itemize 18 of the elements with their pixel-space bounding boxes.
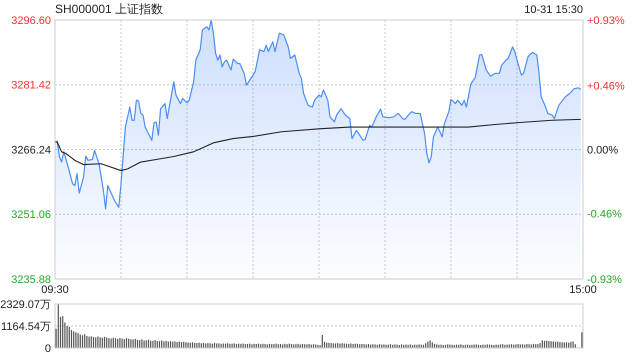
y-tick-label: 0 [44,342,51,355]
y2-tick-label: +0.46% [587,80,625,92]
text: 10-31 15:30 [524,4,583,16]
y-tick-label: 3266.24 [11,144,51,156]
y-tick-label: 2329.07万 [0,298,51,311]
x-tick-label: 09:30 [41,284,69,296]
line-series [54,118,582,172]
y-tick-label: 3235.88 [11,274,51,286]
y-tick-label: 3281.42 [11,80,51,92]
y-tick-label: 3251.06 [11,209,51,222]
y2-tick-label: +0.93% [587,14,625,27]
y-tick-label: 3296.60 [11,14,51,27]
chart-title: SH000001 上证指数 [55,2,164,16]
x-tick-label: 15:00 [569,284,597,296]
y2-tick-label: 0.00% [587,144,618,156]
y2-tick-label: -0.93% [587,274,622,286]
y2-tick-label: -0.46% [587,208,622,220]
y-tick-label: 1164.54万 [1,320,51,333]
